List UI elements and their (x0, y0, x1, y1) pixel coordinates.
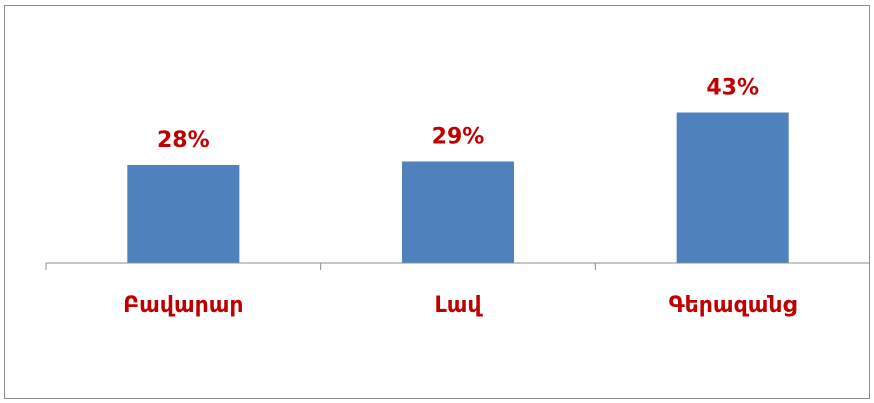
data-label: 43% (706, 76, 759, 101)
category-label: Գերազանց (669, 293, 797, 318)
bar (402, 161, 514, 263)
bar (676, 112, 789, 263)
x-axis (45, 262, 870, 270)
bar (127, 165, 240, 263)
data-label: 29% (432, 125, 485, 150)
category-labels-group: Բավարար Լավ Գերազանց (123, 293, 797, 318)
data-label: 28% (157, 128, 210, 153)
bars-group (127, 112, 789, 263)
value-labels-group: 28% 29% 43% (157, 76, 759, 154)
category-label: Լավ (434, 293, 483, 318)
category-label: Բավարար (123, 293, 243, 318)
